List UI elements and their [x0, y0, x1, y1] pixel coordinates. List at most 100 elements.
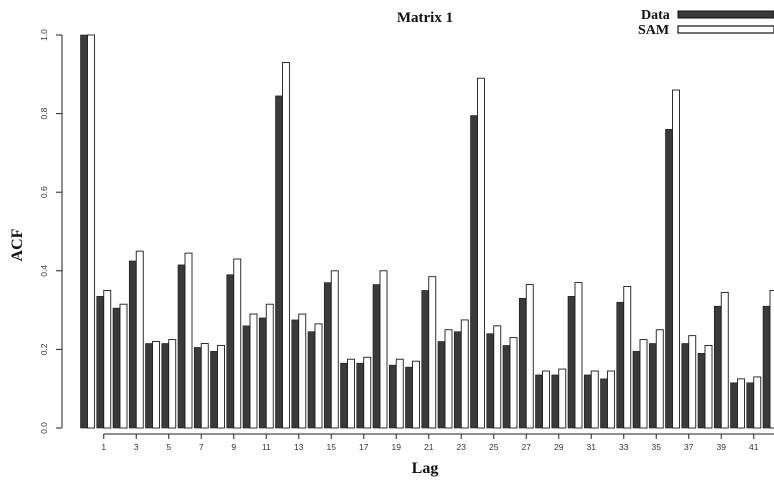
bar-data: [583, 374, 592, 429]
legend-label-sam: SAM: [638, 23, 669, 38]
bar-data: [713, 305, 722, 429]
x-tick-label: 3: [134, 442, 139, 452]
bar-data: [275, 95, 283, 429]
x-tick-label: 1: [101, 442, 106, 452]
bar-data: [502, 345, 511, 429]
bar-sam: [314, 323, 323, 429]
legend-label-data: Data: [641, 8, 670, 23]
x-axis-title: Lag: [412, 460, 439, 477]
y-tick-label: 0.6: [39, 186, 49, 198]
y-axis-title: ACF: [9, 228, 26, 261]
bar-data: [242, 325, 251, 429]
bar-data: [80, 34, 88, 429]
x-tick-label: 15: [327, 442, 337, 452]
bar-sam: [233, 258, 242, 429]
x-tick-label: 23: [457, 442, 467, 452]
bar-data: [226, 274, 235, 429]
x-tick-label: 9: [231, 442, 236, 452]
bar-sam: [720, 291, 729, 429]
bar-sam: [135, 250, 144, 429]
bar-sam: [737, 378, 745, 429]
x-tick-label: 21: [424, 442, 434, 452]
bar-sam: [249, 313, 258, 429]
x-tick-label: 13: [294, 442, 304, 452]
bar-data: [486, 333, 495, 429]
x-tick-label: 35: [652, 442, 662, 452]
title-group: Matrix 1: [397, 10, 453, 26]
x-tick-label: 39: [717, 442, 727, 452]
x-tick-label: 41: [749, 442, 759, 452]
bar-sam: [412, 360, 420, 429]
bar-data: [388, 364, 397, 429]
legend-swatch-data: [677, 10, 774, 19]
bar-sam: [574, 282, 583, 429]
bar-sam: [168, 339, 177, 429]
bar-data: [340, 362, 348, 429]
bar-sam: [330, 270, 339, 429]
bar-sam: [525, 284, 534, 429]
bar-sam: [655, 329, 664, 429]
bar-sam: [347, 358, 355, 429]
bar-data: [648, 343, 657, 429]
x-axis: 1357911131517192123252729313335373941434…: [101, 433, 774, 452]
x-tick-label: 7: [199, 442, 204, 452]
y-axis: 0.0 0.2 0.4 0.6 0.8 1.0: [39, 29, 63, 434]
bar-sam: [395, 358, 404, 429]
y-tick-label: 0.4: [39, 265, 49, 277]
y-tick-label: 0.0: [39, 422, 49, 434]
bar-data: [323, 282, 332, 429]
bar-sam: [379, 270, 388, 429]
bar-data: [96, 296, 105, 429]
y-tick-label: 0.2: [39, 343, 49, 355]
y-tick-label: 1.0: [39, 29, 49, 41]
bar-sam: [753, 376, 762, 429]
bar-sam: [460, 319, 469, 429]
bar-sam: [672, 89, 680, 429]
bar-sam: [265, 303, 274, 429]
bar-data: [193, 347, 202, 429]
bar-data: [470, 115, 478, 429]
bar-data: [600, 378, 608, 429]
bar-data: [210, 351, 218, 429]
x-tick-label: 25: [489, 442, 499, 452]
bar-data: [632, 351, 641, 429]
bar-data: [567, 296, 576, 429]
bar-sam: [607, 370, 615, 429]
bar-data: [372, 284, 381, 429]
bar-data: [697, 353, 706, 429]
bar-data: [730, 382, 738, 429]
bar-sam: [769, 290, 774, 429]
bar-data: [112, 307, 121, 429]
bar-sam: [688, 335, 697, 429]
x-tick-label: 17: [359, 442, 369, 452]
bar-data: [681, 343, 690, 429]
bar-data: [145, 343, 153, 429]
bar-sam: [477, 77, 485, 429]
bar-data: [177, 264, 186, 429]
bar-sam: [152, 341, 160, 429]
bar-data: [161, 343, 170, 429]
bar-sam: [590, 370, 599, 429]
bar-data: [307, 331, 316, 429]
x-tick-label: 37: [684, 442, 694, 452]
bar-sam: [542, 370, 550, 429]
bar-sam: [184, 252, 193, 429]
x-tick-label: 27: [522, 442, 532, 452]
bar-sam: [298, 313, 307, 429]
bar-sam: [119, 303, 128, 429]
bar-data: [453, 331, 462, 429]
bar-sam: [704, 345, 713, 429]
bar-data: [405, 366, 413, 429]
x-tick-label: 33: [619, 442, 629, 452]
bar-sam: [639, 339, 648, 429]
legend-swatch-sam: [677, 25, 774, 34]
bar-data: [421, 290, 430, 429]
bar-sam: [103, 290, 112, 429]
bar-data: [356, 362, 365, 429]
x-tick-label: 5: [166, 442, 171, 452]
x-tick-label: 31: [587, 442, 597, 452]
x-tick-label: 29: [554, 442, 564, 452]
x-tick-label: 19: [392, 442, 402, 452]
bar-sam: [200, 343, 209, 429]
